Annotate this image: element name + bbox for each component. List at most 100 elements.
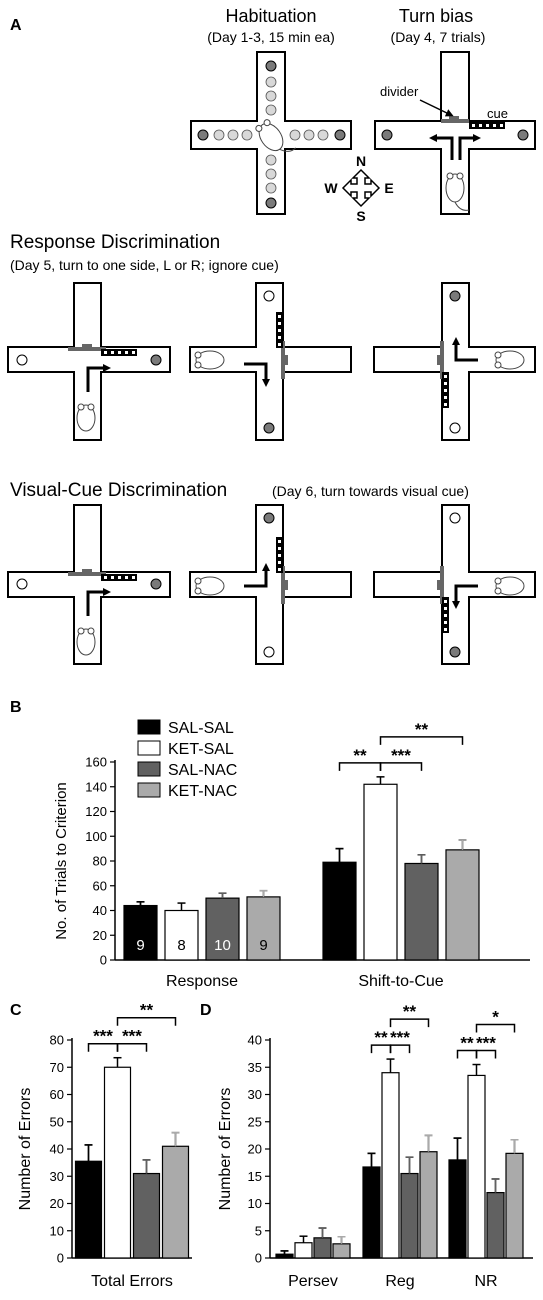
legend-label: KET-SAL: [168, 741, 234, 758]
significance-bracket: [379, 736, 464, 745]
y-tick-label: 60: [93, 878, 107, 893]
significance-label: ***: [93, 1027, 113, 1046]
habituation-maze: [190, 51, 352, 215]
y-tick-label: 10: [50, 1223, 64, 1238]
y-tick-label: 140: [85, 779, 107, 794]
bar: [362, 1166, 381, 1259]
y-tick-label: 30: [50, 1169, 64, 1184]
significance-label: ***: [122, 1027, 142, 1046]
food-pellets: [213, 76, 329, 194]
y-tick-label: 10: [248, 1196, 262, 1211]
bar: [445, 849, 480, 961]
significance-bracket: [116, 1042, 148, 1052]
y-tick-label: 120: [85, 804, 107, 819]
bar: [275, 1253, 294, 1259]
visual-cue-title: Visual-Cue Discrimination: [10, 480, 227, 501]
panel-letter-d: D: [200, 1002, 212, 1019]
visual-cue-subtitle: (Day 6, turn towards visual cue): [272, 483, 469, 499]
goal-dot-s: [265, 197, 277, 209]
legend-label: SAL-NAC: [168, 762, 237, 779]
y-tick-label: 80: [93, 854, 107, 869]
goal-dot-w: [381, 129, 393, 141]
legend-swatch: [137, 719, 161, 735]
rat-icon: [255, 119, 297, 152]
bar: [467, 1074, 486, 1259]
bar: [363, 783, 398, 961]
turn-bias-subtitle: (Day 4, 7 trials): [391, 29, 486, 45]
bar: [404, 862, 439, 961]
y-tick-label: 0: [100, 953, 107, 968]
sample-size-label: 8: [177, 937, 185, 954]
bar: [505, 1152, 524, 1259]
response-discrimination-title: Response Discrimination: [10, 232, 220, 253]
turn-arrow-right: [458, 134, 481, 160]
significance-label: **: [374, 1028, 388, 1047]
y-tick-label: 20: [93, 928, 107, 943]
category-label: Persev: [288, 1273, 338, 1290]
category-label: NR: [474, 1273, 497, 1290]
legend-swatch: [137, 740, 161, 756]
compass: N S W E: [324, 153, 393, 224]
category-label: Total Errors: [91, 1273, 173, 1290]
y-tick-label: 40: [248, 1033, 262, 1048]
y-tick-label: 0: [255, 1251, 262, 1266]
bar: [103, 1066, 132, 1259]
bar: [448, 1159, 467, 1259]
bar: [132, 1172, 161, 1259]
chart-error-types: 0 5 10 15 20 25 30 35 40 Number of Errors Persev Re…: [217, 1002, 533, 1290]
bar: [294, 1242, 313, 1259]
divider: [441, 119, 469, 123]
compass-w: W: [324, 180, 338, 196]
turn-arrow-left: [429, 134, 454, 160]
y-tick-label: 40: [93, 903, 107, 918]
significance-bracket: [389, 1018, 430, 1028]
response-maze-3: [373, 282, 536, 441]
compass-n: N: [356, 153, 366, 169]
y-axis-label: Number of Errors: [217, 1088, 234, 1211]
significance-bracket: [475, 1049, 497, 1059]
cue-maze-3: [373, 504, 536, 665]
turn-bias-maze: divider cue: [374, 51, 536, 215]
y-tick-label: 60: [50, 1087, 64, 1102]
significance-bracket: [379, 762, 423, 771]
significance-label: ***: [390, 1028, 410, 1047]
goal-dot-e: [334, 129, 346, 141]
y-tick-label: 50: [50, 1114, 64, 1129]
panel-letter-a: A: [10, 17, 22, 34]
y-tick-label: 40: [50, 1142, 64, 1157]
y-tick-label: 15: [248, 1169, 262, 1184]
divider-pointer: [419, 99, 454, 117]
chart-total-errors: 0 10 20 30 40 50 60 70 80 Number of Errors Total E…: [17, 1001, 192, 1290]
significance-label: **: [460, 1034, 474, 1053]
bar: [205, 897, 240, 961]
panel-letter-b: B: [10, 699, 22, 716]
goal-dot-e: [517, 129, 529, 141]
bar: [332, 1243, 351, 1259]
cue-maze-2: [189, 504, 352, 665]
legend-swatch: [137, 761, 161, 777]
panel-letter-c: C: [10, 1002, 22, 1019]
bar: [313, 1237, 332, 1259]
y-tick-label: 70: [50, 1060, 64, 1075]
bar: [164, 909, 199, 961]
y-tick-label: 80: [50, 1033, 64, 1048]
cue-maze-1: [7, 504, 171, 665]
goal-dot-w: [197, 129, 209, 141]
cue-label: cue: [487, 106, 508, 121]
y-axis-label: No. of Trials to Criterion: [53, 782, 70, 940]
habituation-subtitle: (Day 1-3, 15 min ea): [207, 29, 335, 45]
legend-swatch: [137, 782, 161, 798]
y-tick-label: 20: [248, 1142, 262, 1157]
y-tick-label: 160: [85, 755, 107, 770]
significance-bracket: [116, 1016, 177, 1026]
significance-label: **: [415, 720, 429, 739]
bar: [486, 1191, 505, 1259]
category-label: Shift-to-Cue: [358, 973, 443, 990]
bar: [400, 1172, 419, 1259]
rat-icon: [445, 172, 470, 211]
divider-label: divider: [380, 84, 419, 99]
divider-tab: [449, 116, 459, 120]
y-tick-label: 100: [85, 829, 107, 844]
y-tick-label: 5: [255, 1223, 262, 1238]
